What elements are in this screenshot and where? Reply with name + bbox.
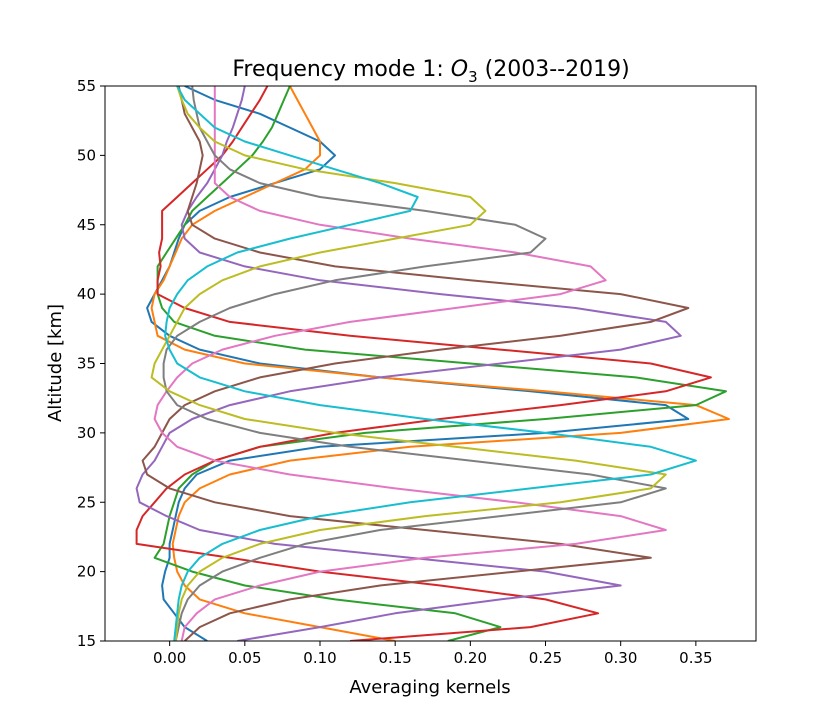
- y-tick-label: 50: [77, 146, 96, 164]
- series-line-8: [162, 86, 667, 641]
- series-line-5: [135, 86, 682, 641]
- series-line-7: [153, 86, 667, 641]
- y-tick-label: 45: [77, 216, 96, 234]
- series-line-6: [141, 86, 690, 641]
- x-tick-label: 0.00: [153, 649, 186, 667]
- x-tick-label: 0.10: [303, 649, 336, 667]
- y-tick-label: 15: [77, 632, 96, 650]
- tick-layer: 0.00 0.05 0.10 0.15 0.20 0.25 0.30 0.35 15 20 25 30…: [77, 77, 713, 667]
- chart-title: Frequency mode 1: O3 (2003--2019): [232, 57, 629, 86]
- x-tick-label: 0.20: [454, 649, 487, 667]
- y-tick-label: 20: [77, 563, 96, 581]
- x-tick-label: 0.05: [228, 649, 261, 667]
- y-tick-label: 25: [77, 493, 96, 511]
- y-tick-label: 35: [77, 355, 96, 373]
- series-layer: [135, 86, 730, 641]
- x-axis-label: Averaging kernels: [349, 677, 510, 698]
- x-tick-label: 0.25: [529, 649, 562, 667]
- plot-frame: [104, 85, 757, 642]
- y-tick-label: 30: [77, 424, 96, 442]
- series-line-10: [164, 86, 697, 641]
- x-tick-label: 0.15: [378, 649, 411, 667]
- y-axis-label: Altitude [km]: [45, 304, 66, 422]
- x-tick-label: 0.30: [604, 649, 637, 667]
- y-tick-label: 55: [77, 77, 96, 95]
- x-tick-label: 0.35: [679, 649, 712, 667]
- y-tick-label: 40: [77, 285, 96, 303]
- series-line-3: [153, 86, 727, 641]
